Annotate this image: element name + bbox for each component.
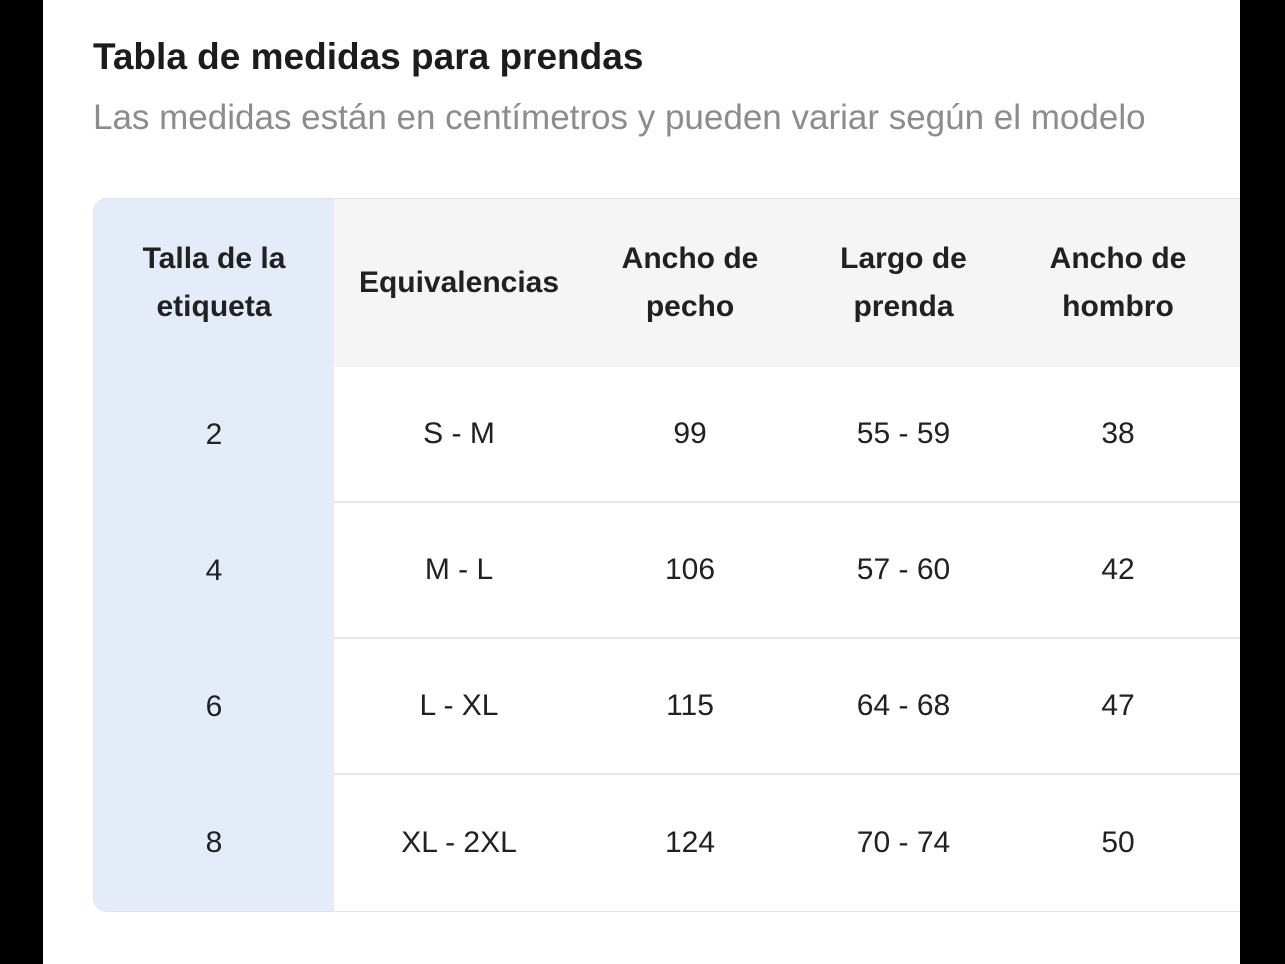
cell-talla-etiqueta: 6 (94, 639, 334, 775)
table-header-row: Talla de la etiqueta Equivalencias Ancho d… (94, 199, 1240, 367)
cell-overflow (1225, 503, 1240, 639)
cell-talla-etiqueta: 2 (94, 367, 334, 503)
size-chart-modal: Tabla de medidas para prendas Las medida… (43, 0, 1240, 964)
table-row: 8 XL - 2XL 124 70 - 74 50 (94, 775, 1240, 911)
cell-ancho-hombro: 38 (1011, 367, 1225, 503)
cell-equivalencias: XL - 2XL (334, 775, 584, 911)
cell-equivalencias: S - M (334, 367, 584, 503)
cell-ancho-hombro: 47 (1011, 639, 1225, 775)
column-header-equivalencias: Equivalencias (334, 199, 584, 367)
cell-ancho-pecho: 99 (584, 367, 796, 503)
modal-subtitle: Las medidas están en centímetros y puede… (93, 98, 1146, 137)
cell-ancho-hombro: 50 (1011, 775, 1225, 911)
cell-ancho-pecho: 124 (584, 775, 796, 911)
cell-largo-prenda: 57 - 60 (796, 503, 1011, 639)
column-header-ancho-pecho: Ancho de pecho (584, 199, 796, 367)
cell-ancho-pecho: 115 (584, 639, 796, 775)
cell-equivalencias: M - L (334, 503, 584, 639)
cell-overflow (1225, 367, 1240, 503)
cell-equivalencias: L - XL (334, 639, 584, 775)
size-chart-table[interactable]: Talla de la etiqueta Equivalencias Ancho d… (93, 198, 1240, 912)
left-backdrop-strip (0, 0, 43, 964)
column-header-ancho-hombro: Ancho de hombro (1011, 199, 1225, 367)
cell-largo-prenda: 70 - 74 (796, 775, 1011, 911)
cell-talla-etiqueta: 8 (94, 775, 334, 911)
cell-ancho-hombro: 42 (1011, 503, 1225, 639)
right-backdrop-strip (1240, 0, 1285, 964)
modal-title: Tabla de medidas para prendas (93, 36, 644, 77)
cell-overflow (1225, 639, 1240, 775)
cell-talla-etiqueta: 4 (94, 503, 334, 639)
cell-largo-prenda: 64 - 68 (796, 639, 1011, 775)
cell-overflow (1225, 775, 1240, 911)
cell-ancho-pecho: 106 (584, 503, 796, 639)
column-header-overflow (1225, 199, 1240, 367)
column-header-largo-prenda: Largo de prenda (796, 199, 1011, 367)
cell-largo-prenda: 55 - 59 (796, 367, 1011, 503)
column-header-talla-etiqueta: Talla de la etiqueta (94, 199, 334, 367)
